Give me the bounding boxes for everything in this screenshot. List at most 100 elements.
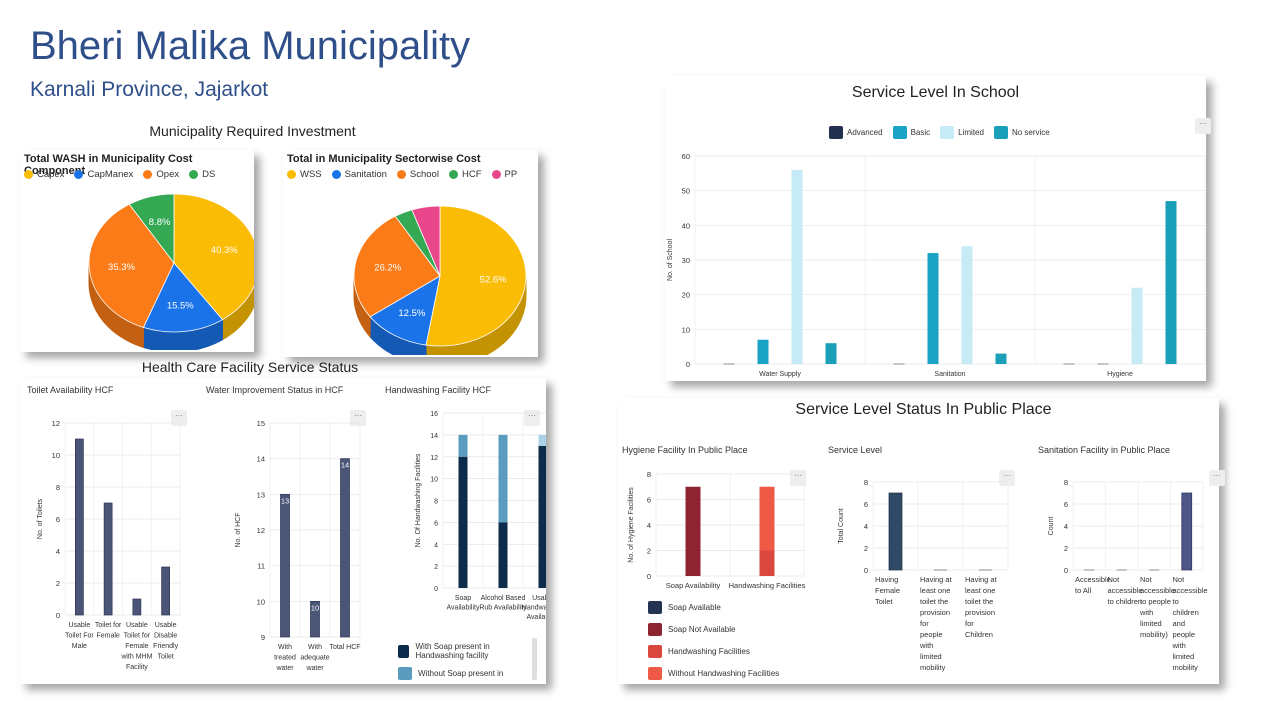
y-tick-label: 14 (430, 433, 438, 440)
y-tick-label: 12 (430, 455, 438, 462)
toilet-menu-button[interactable]: ··· (171, 410, 187, 426)
legend-marker (648, 644, 662, 658)
legend-item[interactable]: CapManex (74, 169, 133, 180)
pie-data-label: 15.5% (167, 300, 194, 311)
x-tick-label: With (308, 644, 322, 651)
legend-item[interactable]: Basic (892, 126, 930, 139)
x-tick-label: limited (920, 652, 942, 661)
hygiene-pp-title: Hygiene Facility In Public Place (622, 445, 748, 455)
pie-slice (425, 205, 527, 347)
legend-item[interactable]: Capex (24, 169, 64, 180)
x-tick-label: Usable (126, 622, 148, 629)
y-tick-label: 12 (257, 526, 265, 535)
x-tick-label: accessible (1173, 586, 1208, 595)
bar (103, 502, 113, 616)
y-tick-label: 8 (864, 478, 868, 487)
x-tick-label: toilet the (920, 597, 948, 606)
x-tick-label: toilet the (965, 597, 993, 606)
y-tick-label: 4 (1064, 522, 1068, 531)
pie-data-label: 40.3% (211, 245, 238, 256)
x-tick-label: mobility (1173, 663, 1199, 672)
legend-item[interactable]: DS (189, 169, 215, 180)
pie2-title: Total in Municipality Sectorwise Cost (287, 153, 481, 165)
legend-marker (491, 170, 501, 179)
y-tick-label: 2 (864, 544, 868, 553)
x-tick-label: Female (96, 633, 119, 640)
pie2-legend: WSS Sanitation School HCF PP (287, 169, 517, 180)
sanitation-pp-title: Sanitation Facility in Public Place (1038, 445, 1171, 455)
x-tick-label: to children (1108, 597, 1143, 606)
x-tick-label: Availability (447, 605, 480, 612)
y-tick-label: 10 (257, 597, 265, 606)
x-tick-label: and (1173, 619, 1186, 628)
x-tick-label: Toilet for (124, 633, 151, 640)
y-tick-label: 2 (434, 564, 438, 571)
pie-slice (128, 193, 175, 265)
legend-item[interactable]: School (396, 169, 439, 180)
pie-slice (88, 203, 175, 328)
data-label: 10 (311, 603, 319, 612)
pie1-chart: 40.3% 15.5% 35.3% 8.8% (88, 193, 254, 350)
pie1-title: Total WASH in Municipality Cost Componen… (24, 153, 193, 177)
legend-item[interactable]: Without Soap present in (398, 662, 538, 684)
x-tick-label: people (920, 630, 943, 639)
x-tick-label: Water Supply (759, 371, 801, 378)
legend-item[interactable]: WSS (287, 169, 322, 180)
legend-marker (993, 126, 1008, 139)
legend-item[interactable]: Without Handwashing Facilities (648, 662, 818, 684)
legend-marker (24, 170, 33, 179)
x-tick-label: Toilet For (65, 633, 94, 640)
sanitation-pp-menu-button[interactable]: ··· (1209, 470, 1225, 486)
y-tick-label: 8 (647, 470, 651, 479)
x-tick-label: mobility (920, 663, 946, 672)
x-tick-label: Male (72, 643, 87, 650)
health-heading: Health Care Facility Service Status (141, 359, 359, 375)
bar (759, 550, 775, 576)
bar (538, 434, 546, 446)
legend-item[interactable]: Soap Available (648, 596, 818, 618)
x-tick-label: provision (920, 608, 950, 617)
pie-slice (142, 262, 224, 333)
legend-label: Handwashing Facilities (668, 646, 750, 656)
y-tick-label: 0 (1064, 566, 1068, 575)
bar (825, 343, 837, 364)
legend-item[interactable]: Sanitation (331, 169, 387, 180)
legend-item[interactable]: No service (993, 126, 1050, 139)
x-tick-label: Usable (155, 622, 177, 629)
pie-slice (411, 205, 441, 277)
y-tick-label: 50 (682, 187, 690, 196)
legend-scrollbar[interactable] (532, 638, 537, 680)
x-tick-label: for (920, 619, 929, 628)
handwash-chart-title: Handwashing Facility HCF (385, 385, 492, 395)
bar (1165, 201, 1177, 364)
legend-item[interactable]: Opex (143, 169, 179, 180)
bar (498, 522, 508, 588)
water-menu-button[interactable]: ··· (350, 410, 366, 426)
bar (458, 434, 468, 457)
public-place-card: Service Level Status In Public Place Hyg… (618, 398, 1225, 684)
legend-item[interactable]: With Soap present in Handwashing facilit… (398, 640, 538, 662)
bar (1181, 492, 1193, 571)
x-tick-label: water (275, 665, 294, 672)
x-tick-label: adequate (300, 655, 329, 662)
y-tick-label: 15 (257, 419, 265, 428)
legend-item[interactable]: PP (491, 169, 517, 180)
legend-item[interactable]: Handwashing Facilities (648, 640, 818, 662)
school-chart: 0 10 20 30 40 50 60 No. of School Water Supply Sa… (667, 152, 1206, 378)
legend-marker (398, 666, 412, 680)
y-tick-label: 6 (864, 500, 868, 509)
bar (310, 600, 320, 638)
school-menu-button[interactable]: ··· (1195, 118, 1211, 134)
y-tick-label: 4 (56, 547, 60, 556)
x-tick-label: Soap Availability (666, 581, 721, 590)
legend-item[interactable]: Advanced (829, 126, 883, 139)
legend-item[interactable]: Limited (940, 126, 984, 139)
y-tick-label: 13 (257, 490, 265, 499)
legend-item[interactable]: HCF (448, 169, 482, 180)
x-tick-label: Not (1140, 575, 1153, 584)
y-tick-label: 0 (686, 360, 690, 369)
legend-item[interactable]: Soap Not Available (648, 618, 818, 640)
handwash-menu-button[interactable]: ··· (524, 410, 540, 426)
x-tick-label: Alcohol Based (481, 595, 526, 602)
